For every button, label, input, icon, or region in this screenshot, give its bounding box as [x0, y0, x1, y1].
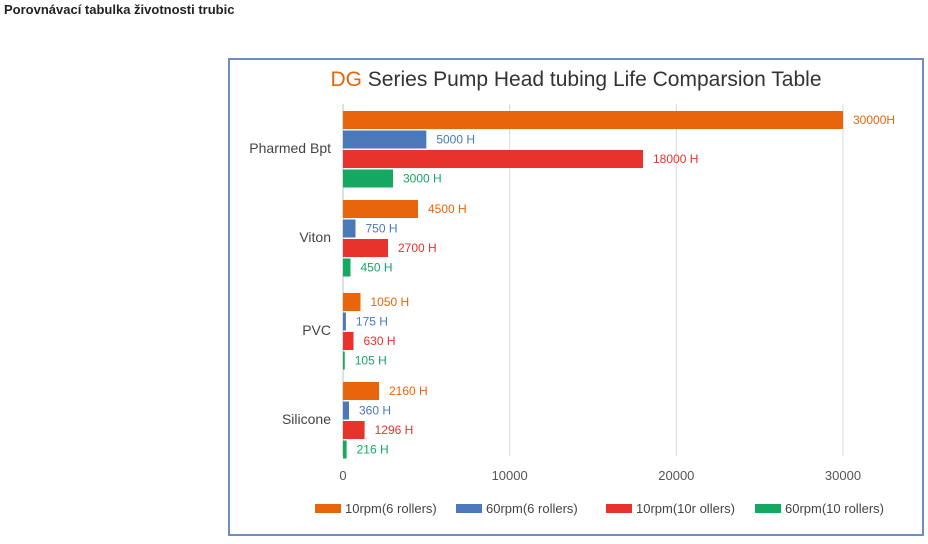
- data-label: 3000 H: [403, 172, 442, 186]
- category-label: PVC: [302, 322, 331, 338]
- x-tick-label: 10000: [492, 468, 528, 483]
- x-tick-label: 20000: [658, 468, 694, 483]
- bar: [343, 219, 356, 238]
- legend-swatch: [456, 504, 482, 513]
- legend-label: 60rpm(6 rollers): [486, 501, 578, 516]
- data-label: 450 H: [361, 261, 393, 275]
- bar: [343, 258, 351, 277]
- bar: [343, 200, 418, 218]
- data-label: 4500 H: [428, 202, 467, 216]
- x-tick-label: 0: [339, 468, 346, 483]
- bar: [343, 293, 361, 311]
- chart-frame: DG Series Pump Head tubing Life Comparsi…: [228, 58, 924, 536]
- bar: [343, 130, 427, 149]
- data-label: 5000 H: [436, 133, 475, 147]
- data-label: 1296 H: [375, 423, 414, 437]
- data-label: 18000 H: [653, 152, 698, 166]
- category-label: Viton: [299, 229, 331, 245]
- category-label: Silicone: [282, 411, 331, 427]
- legend-label: 10rpm(10r ollers): [636, 501, 735, 516]
- chart-title-accent: DG: [330, 68, 362, 91]
- legend-swatch: [755, 504, 781, 513]
- bar: [343, 351, 345, 370]
- data-label: 175 H: [356, 315, 388, 329]
- data-label: 750 H: [366, 222, 398, 236]
- data-label: 2700 H: [398, 241, 437, 255]
- bar: [343, 421, 365, 439]
- chart-title-rest: Series Pump Head tubing Life Comparsion …: [362, 68, 822, 91]
- chart-title: DG Series Pump Head tubing Life Comparsi…: [330, 68, 821, 91]
- data-label: 216 H: [357, 443, 389, 457]
- legend-swatch: [315, 504, 341, 513]
- bar: [343, 401, 349, 420]
- chart: DG Series Pump Head tubing Life Comparsi…: [249, 68, 895, 516]
- bar: [343, 440, 347, 459]
- data-label: 30000H: [853, 113, 895, 127]
- data-label: 360 H: [359, 404, 391, 418]
- bar: [343, 150, 643, 168]
- bar: [343, 169, 393, 188]
- bar: [343, 382, 379, 400]
- data-label: 630 H: [364, 334, 396, 348]
- data-label: 105 H: [355, 354, 387, 368]
- data-label: 1050 H: [371, 295, 410, 309]
- bar: [343, 332, 354, 350]
- bar: [343, 239, 388, 257]
- x-tick-label: 30000: [825, 468, 861, 483]
- bar: [343, 312, 346, 331]
- page-heading: Porovnávací tabulka životnosti trubic: [4, 2, 235, 17]
- category-label: Pharmed Bpt: [249, 140, 331, 156]
- data-label: 2160 H: [389, 384, 428, 398]
- legend-label: 10rpm(6 rollers): [345, 501, 437, 516]
- bar: [343, 111, 843, 129]
- legend-swatch: [606, 504, 632, 513]
- legend-label: 60rpm(10 rollers): [785, 501, 884, 516]
